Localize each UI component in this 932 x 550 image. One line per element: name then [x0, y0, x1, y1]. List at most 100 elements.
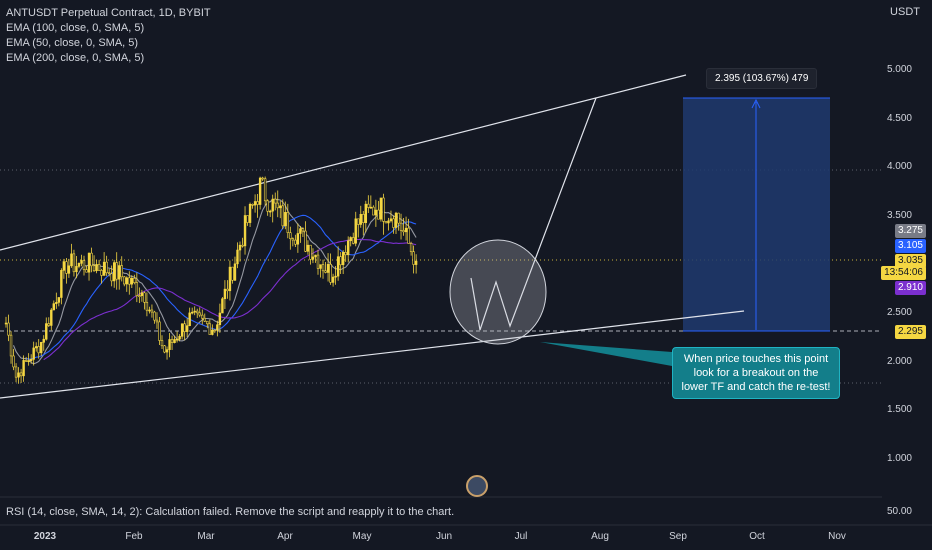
candle — [148, 306, 151, 314]
candle — [253, 194, 257, 213]
candle-body — [228, 266, 232, 292]
candle — [95, 259, 98, 274]
candle-body — [354, 218, 357, 244]
candle — [160, 335, 164, 350]
candle-body — [107, 272, 111, 275]
measure-label: 2.395 (103.67%) 479 — [706, 68, 818, 89]
candle — [123, 275, 126, 287]
candle-body — [180, 323, 184, 337]
candle-body — [150, 309, 154, 313]
ema-100-line[interactable] — [26, 214, 417, 360]
ema-50-label[interactable]: EMA (50, close, 0, SMA, 5) — [6, 37, 139, 49]
candle — [369, 195, 373, 209]
candle-body — [346, 240, 350, 256]
candle — [399, 213, 403, 240]
candle-body — [357, 218, 360, 225]
candle-body — [326, 264, 330, 273]
candle-body — [362, 214, 365, 223]
candle — [128, 271, 131, 295]
candle — [384, 221, 388, 224]
candle — [294, 234, 297, 248]
candle-body — [409, 243, 413, 253]
candle-body — [216, 324, 219, 331]
candle-body — [57, 297, 61, 303]
candle — [100, 268, 103, 284]
candle-body — [251, 204, 254, 206]
ema-50-line[interactable] — [12, 198, 417, 365]
candle-body — [105, 261, 108, 274]
candle — [92, 255, 96, 272]
time-axis-label: Jul — [514, 531, 528, 542]
candle — [208, 319, 212, 335]
candle — [321, 259, 325, 279]
price-tag-2295: 2.295 — [894, 325, 926, 339]
candle-body — [62, 261, 66, 271]
candle — [42, 335, 45, 351]
candle — [372, 205, 375, 216]
candle-body — [173, 339, 176, 343]
channel-lower-line[interactable] — [0, 310, 745, 399]
candle-body — [261, 177, 264, 180]
candle-body — [112, 262, 116, 282]
candle — [359, 205, 362, 228]
candle — [329, 253, 332, 285]
ema-200-label[interactable]: EMA (200, close, 0, SMA, 5) — [6, 52, 145, 64]
candle-body — [243, 215, 247, 247]
candle — [165, 346, 169, 360]
candle — [367, 195, 370, 214]
highlight-circle[interactable] — [449, 239, 547, 345]
candle — [82, 255, 86, 276]
candle-body — [188, 312, 191, 327]
time-axis-label: Mar — [197, 531, 215, 542]
candle — [37, 339, 40, 359]
candle-body — [100, 270, 103, 276]
candle — [120, 256, 123, 282]
candle — [203, 313, 206, 323]
candle-body — [27, 360, 30, 363]
candle-body — [384, 221, 388, 224]
candle — [19, 368, 23, 383]
projected-path-line[interactable] — [470, 97, 597, 331]
candle — [256, 193, 259, 218]
candle-body — [256, 201, 259, 205]
ema-100-label[interactable]: EMA (100, close, 0, SMA, 5) — [6, 22, 145, 34]
candle-body — [359, 214, 362, 225]
candle-body — [334, 275, 337, 278]
time-axis-label: Nov — [828, 531, 846, 542]
candle-body — [17, 372, 20, 378]
candle — [118, 261, 121, 290]
candle — [50, 308, 53, 331]
candle-body — [50, 309, 53, 326]
candle-body — [42, 338, 45, 343]
candle — [226, 280, 229, 299]
candle — [387, 217, 390, 231]
price-axis-label: 2.500 — [886, 307, 912, 319]
candle-body — [80, 260, 83, 264]
symbol-title[interactable]: ANTUSDT Perpetual Contract, 1D, BYBIT — [6, 7, 211, 19]
candle-body — [32, 347, 35, 360]
candle-body — [190, 311, 194, 314]
time-axis-label: Sep — [669, 531, 687, 542]
candle — [110, 265, 113, 287]
price-axis-label: 2.000 — [886, 355, 912, 367]
candle — [125, 276, 128, 292]
countdown-tag: 13:54:06 — [881, 266, 926, 280]
candle — [24, 356, 28, 362]
candle — [173, 335, 176, 344]
channel-upper-line[interactable] — [0, 74, 687, 251]
callout-note[interactable]: When price touches this point look for a… — [672, 347, 840, 399]
candle-body — [19, 372, 23, 377]
candle-body — [160, 340, 164, 347]
candle-body — [314, 254, 317, 258]
candle — [188, 307, 191, 327]
candle — [263, 176, 267, 206]
avatar[interactable] — [466, 475, 488, 497]
candle-body — [309, 244, 312, 260]
candle — [331, 273, 335, 287]
time-axis-label: Feb — [125, 531, 143, 542]
candle-body — [233, 263, 237, 281]
candle — [409, 241, 413, 256]
candle-body — [248, 204, 252, 223]
time-axis-label: Oct — [749, 531, 765, 542]
